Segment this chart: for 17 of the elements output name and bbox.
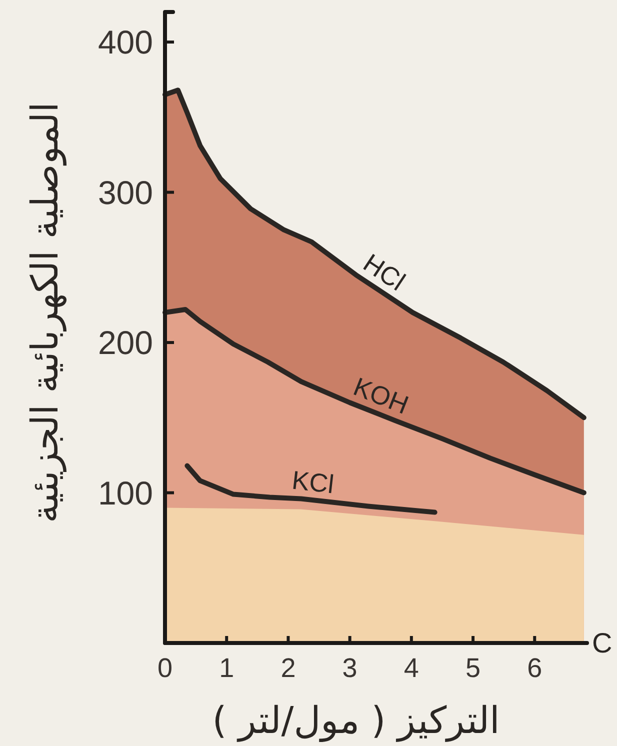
xtick-label: 2: [280, 653, 296, 683]
ytick-label: 100: [98, 474, 153, 512]
xtick-label: 1: [219, 653, 234, 683]
xtick-label: 5: [466, 653, 481, 683]
x-title: التركيز ( مول/لتر ): [212, 699, 500, 742]
xtick-label: 6: [527, 653, 542, 683]
ytick-label: 200: [98, 324, 153, 362]
xtick-label: 4: [404, 653, 419, 683]
ytick-label: 300: [98, 174, 153, 211]
xtick-label: 0: [157, 653, 173, 683]
annotation: C: [592, 628, 612, 658]
xtick-label: 3: [342, 653, 358, 683]
series-label: KCl: [290, 464, 336, 500]
series-label: HCl: [358, 248, 411, 297]
series-label: KOH: [349, 371, 413, 420]
y-title: الموصلية الكهربائية الجزيئية: [24, 102, 66, 523]
ytick-label: 400: [98, 24, 153, 61]
